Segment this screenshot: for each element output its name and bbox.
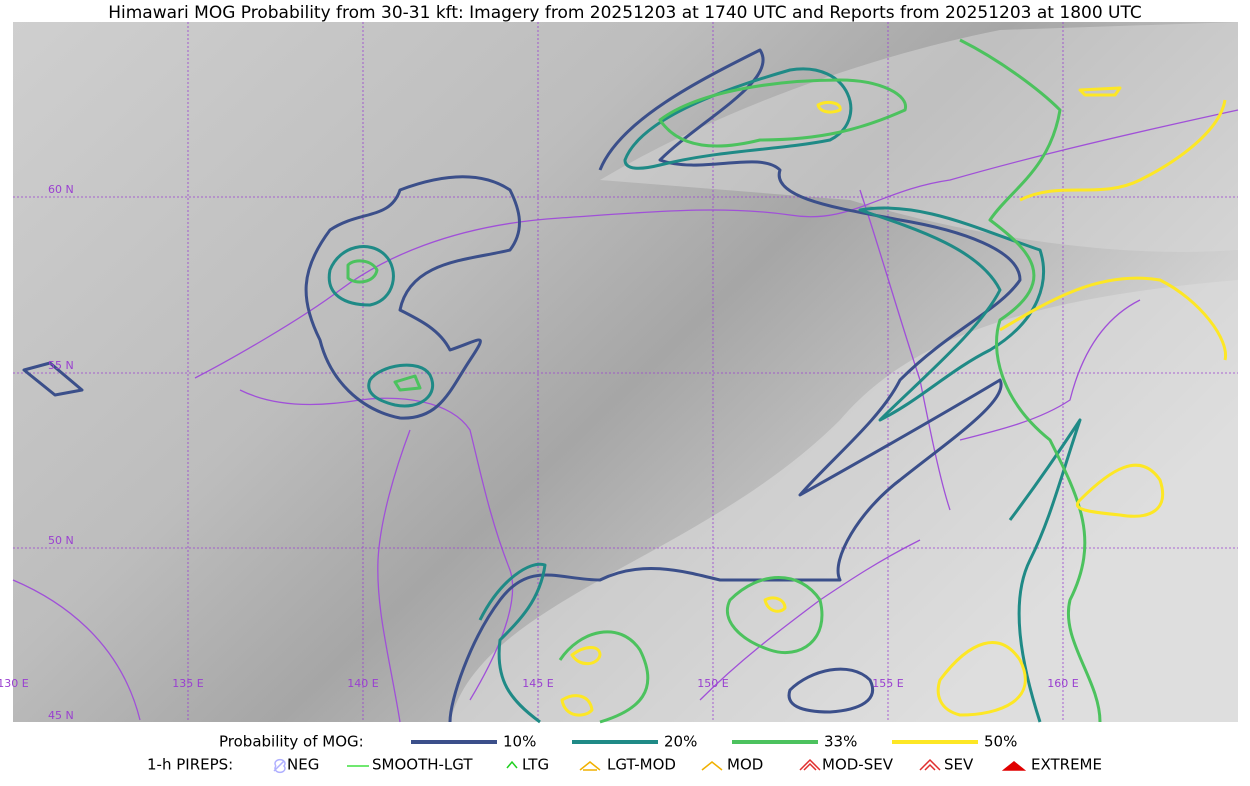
lat-label: 45 N [48, 709, 74, 722]
legend-title: 1-h PIREPS: [147, 756, 233, 774]
legend-label: MOD-SEV [822, 756, 894, 774]
legend-label: SMOOTH-LGT [372, 756, 473, 774]
legend-label: 33% [824, 733, 857, 751]
legend-icon [1001, 761, 1027, 771]
title: Himawari MOG Probability from 30-31 kft:… [108, 3, 1142, 23]
lon-label: 155 E [872, 677, 903, 690]
lon-label: 150 E [697, 677, 728, 690]
lon-label: 135 E [172, 677, 203, 690]
legend: Probability of MOG: 10% 20% 33% 50% 1-h PIREP… [147, 733, 1102, 774]
lon-label: 160 E [1047, 677, 1078, 690]
legend-label: LGT-MOD [607, 756, 676, 774]
legend-label: LTG [522, 756, 549, 774]
lon-label: 140 E [347, 677, 378, 690]
graticule [13, 22, 1238, 722]
contours [22, 38, 1228, 724]
lon-label: 130 E [0, 677, 29, 690]
lat-label: 60 N [48, 183, 74, 196]
legend-label: MOD [727, 756, 763, 774]
cloud [450, 280, 1238, 722]
legend-label: NEG [287, 756, 319, 774]
legend-icon [799, 758, 821, 771]
map: 60 N 55 N 50 N 45 N 130 E 135 E 140 E 145 E 150 … [0, 22, 1239, 724]
legend-label: SEV [944, 756, 974, 774]
legend-icon [701, 761, 723, 771]
legend-label: EXTREME [1031, 756, 1102, 774]
legend-label: 50% [984, 733, 1017, 751]
lat-label: 55 N [48, 359, 74, 372]
legend-label: 20% [664, 733, 697, 751]
legend-icon [579, 761, 601, 771]
cloud [600, 22, 1238, 252]
legend-icon [919, 758, 941, 771]
lon-label: 145 E [522, 677, 553, 690]
legend-icon [506, 760, 518, 769]
legend-title: Probability of MOG: [219, 733, 364, 751]
legend-label: 10% [503, 733, 536, 751]
legend-icon [273, 758, 286, 774]
lat-label: 50 N [48, 534, 74, 547]
